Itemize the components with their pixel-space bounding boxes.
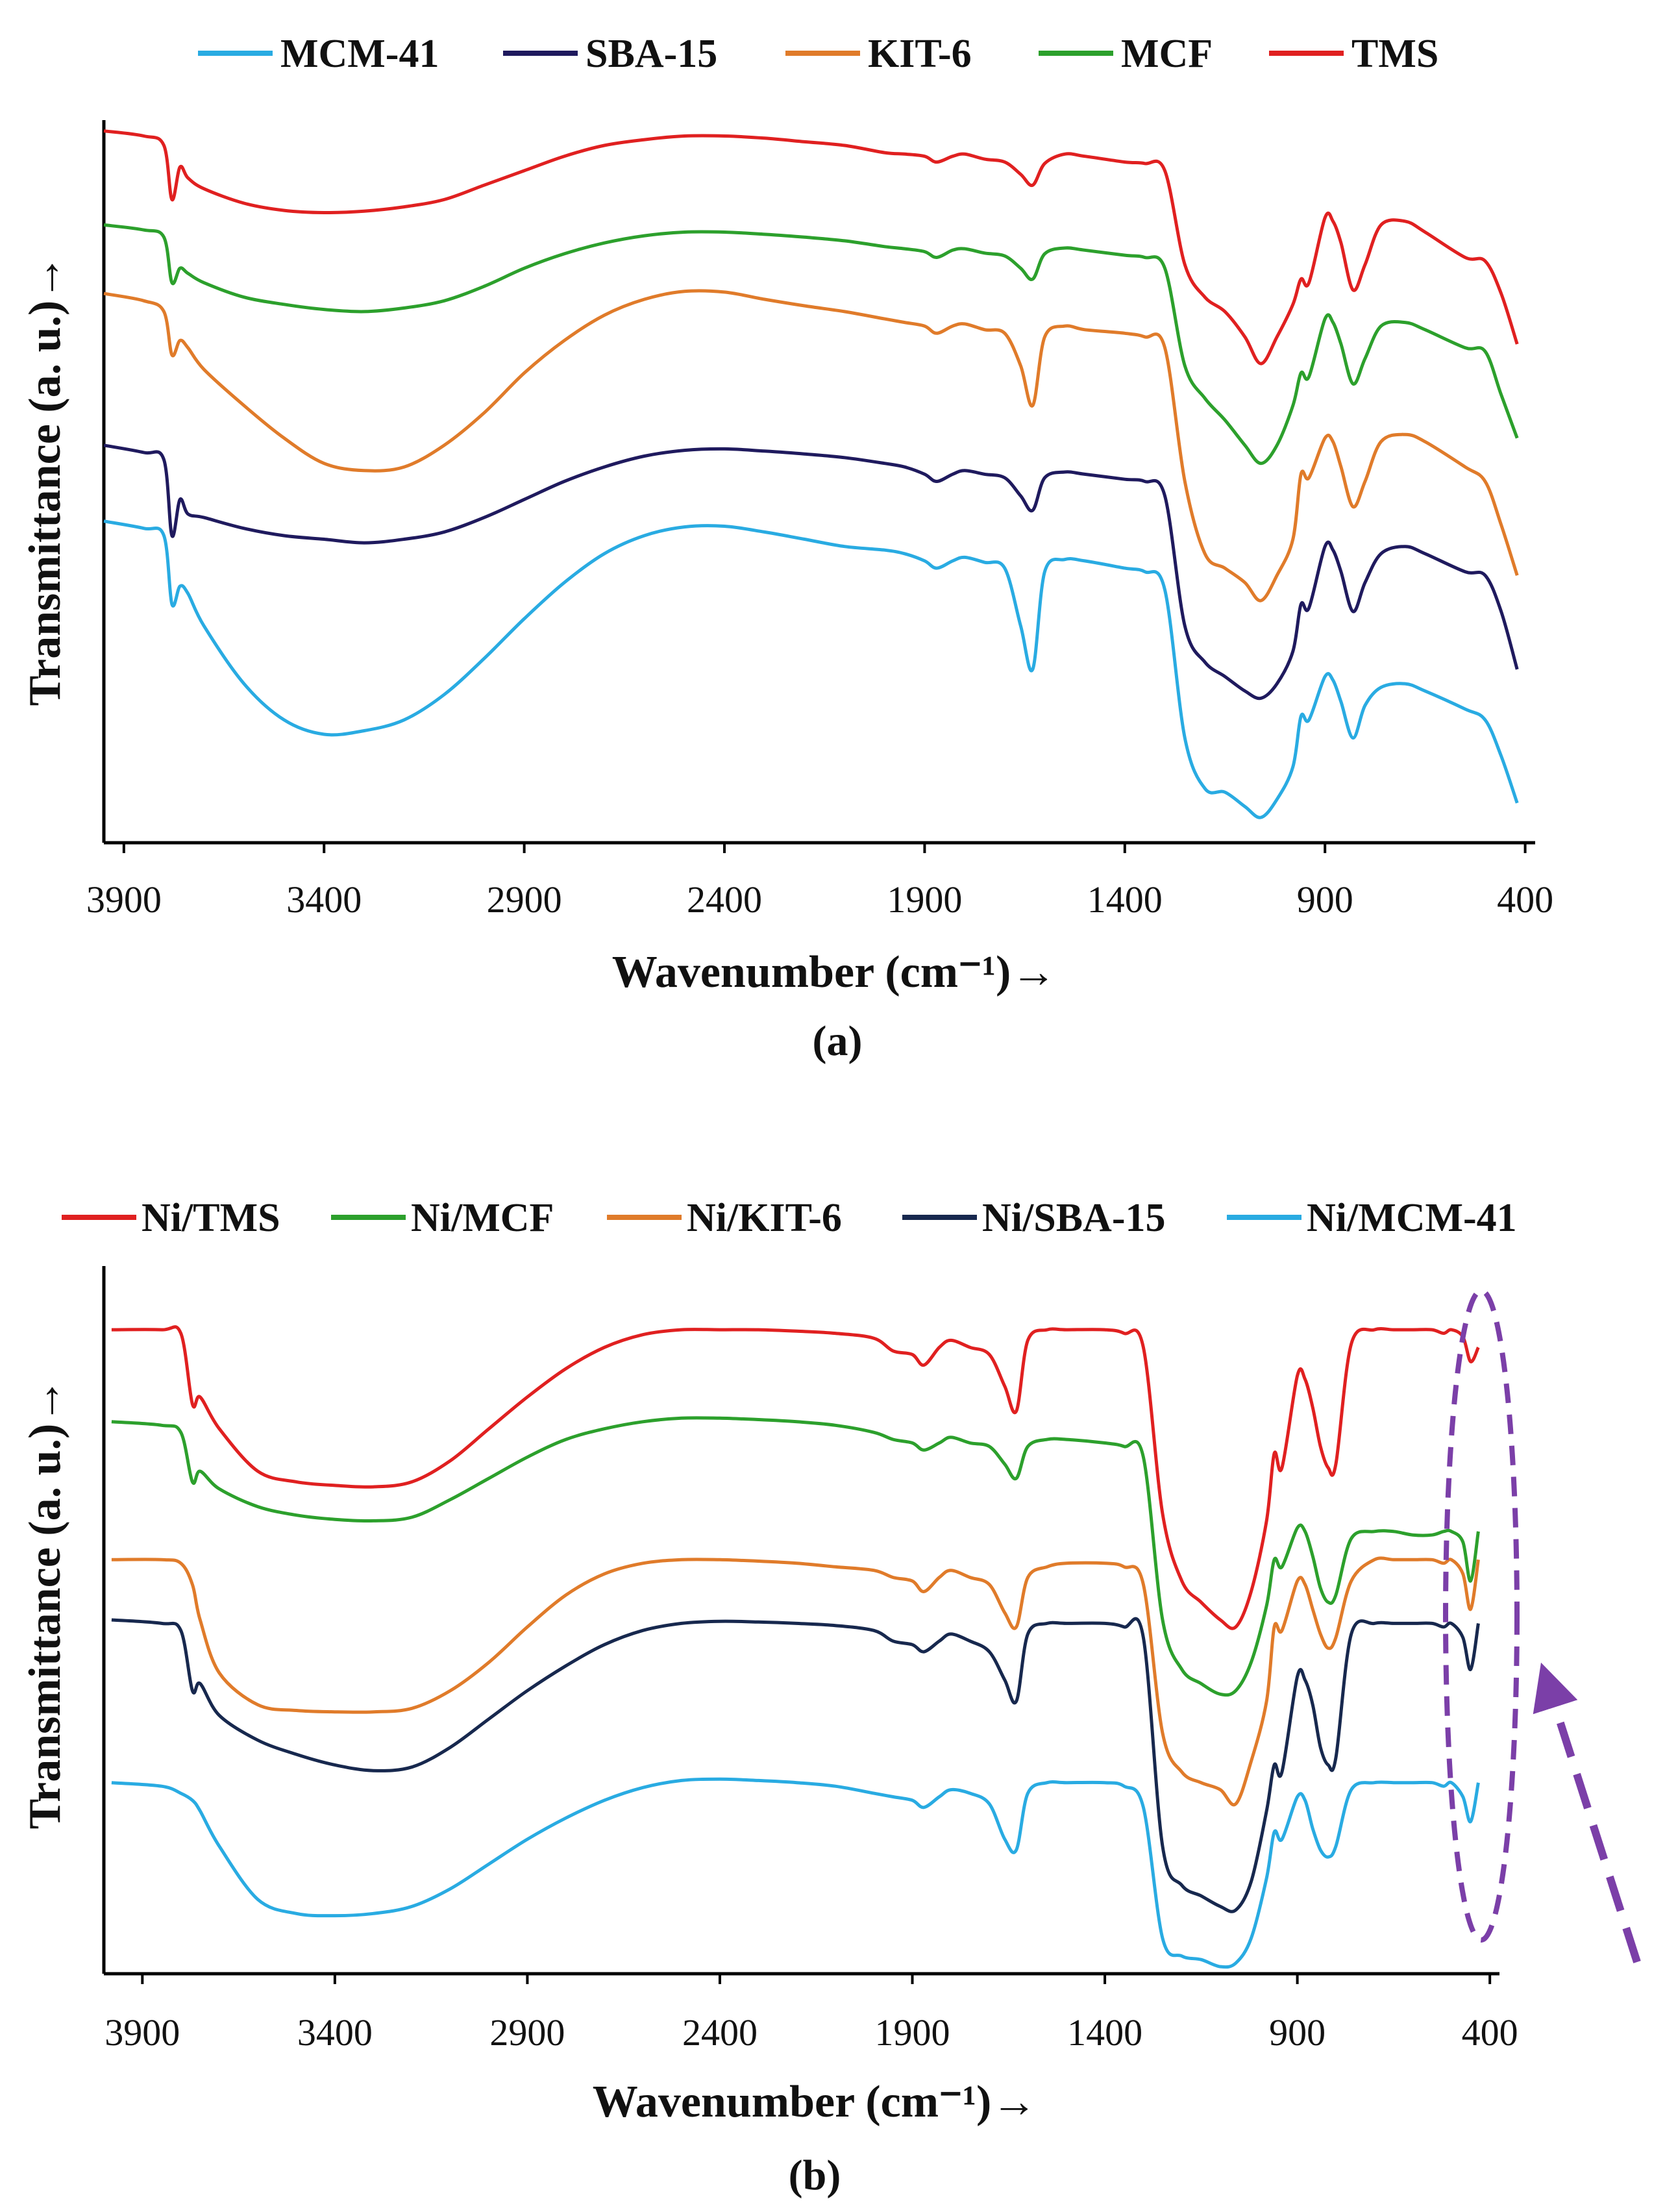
legend-item-kit-6: KIT-6 (785, 32, 972, 76)
legend-item-sba-15: SBA-15 (503, 32, 717, 76)
x-tick-label-b-2400: 2400 (682, 2011, 758, 2054)
panel-label-b: (b) (789, 2152, 841, 2199)
chart-panel-a: MCM-41 SBA-15 KIT-6 MCF TMS 3900 3400 2900… (20, 32, 1553, 1065)
x-tick-label-a-1400: 1400 (1087, 878, 1163, 921)
legend-label-kit-6: KIT-6 (868, 32, 972, 76)
series-line-ni-mcf (111, 1416, 1480, 1697)
legend-item-ni-kit-6: Ni/KIT-6 (607, 1196, 842, 1240)
series-line-ni-sba-15 (111, 1617, 1480, 1913)
panel-label-a: (a) (813, 1017, 863, 1065)
series-line-mcf (103, 223, 1519, 466)
legend-item-tms: TMS (1269, 32, 1438, 76)
series-line-tms (103, 129, 1519, 366)
legend-label-ni-mcf: Ni/MCF (411, 1196, 554, 1240)
legend-label-sba-15: SBA-15 (586, 32, 717, 76)
x-tick-label-b-3900: 3900 (105, 2011, 180, 2054)
x-tick-label-b-900: 900 (1269, 2011, 1326, 2054)
x-tick-label-a-400: 400 (1497, 878, 1553, 921)
series-line-ni-tms (111, 1325, 1480, 1630)
x-tick-label-b-1400: 1400 (1067, 2011, 1142, 2054)
x-tick-label-a-2400: 2400 (687, 878, 762, 921)
legend-label-ni-sba-15: Ni/SBA-15 (982, 1196, 1165, 1240)
chart-panel-b: Ni/TMS Ni/MCF Ni/KIT-6 Ni/SBA-15 Ni/MCM-… (20, 1196, 1641, 2199)
x-tick-label-b-3400: 3400 (297, 2011, 373, 2054)
x-axis-label-a: Wavenumber (cm⁻¹)→ (612, 947, 1057, 997)
legend-label-mcm-41: MCM-41 (280, 32, 439, 76)
legend-item-mcf: MCF (1039, 32, 1213, 76)
legend-label-ni-kit-6: Ni/KIT-6 (687, 1196, 842, 1240)
legend-item-ni-sba-15: Ni/SBA-15 (902, 1196, 1165, 1240)
x-ticks-a: 3900 3400 2900 2400 1900 1400 900 400 (86, 843, 1553, 921)
legend-label-mcf: MCF (1121, 32, 1213, 76)
x-tick-label-a-2900: 2900 (487, 878, 562, 921)
highlight-arrow (1533, 1662, 1641, 1963)
legend-a: MCM-41 SBA-15 KIT-6 MCF TMS (198, 32, 1438, 76)
x-tick-label-a-1900: 1900 (887, 878, 962, 921)
x-tick-label-a-3900: 3900 (86, 878, 162, 921)
series-line-kit-6 (103, 289, 1519, 603)
series-line-sba-15 (103, 443, 1519, 701)
legend-label-tms: TMS (1351, 32, 1438, 76)
legend-item-ni-tms: Ni/TMS (62, 1196, 280, 1240)
highlight-ellipse (1443, 1288, 1520, 1943)
series-line-ni-mcm-41 (111, 1777, 1480, 1969)
plot-area-b (111, 1325, 1480, 1969)
plot-area-a (103, 129, 1519, 819)
x-axis-label-b: Wavenumber (cm⁻¹)→ (593, 2077, 1037, 2127)
legend-item-mcm-41: MCM-41 (198, 32, 439, 76)
x-tick-label-b-400: 400 (1462, 2011, 1518, 2054)
x-tick-label-a-900: 900 (1297, 878, 1353, 921)
legend-label-ni-tms: Ni/TMS (142, 1196, 280, 1240)
legend-item-ni-mcf: Ni/MCF (331, 1196, 554, 1240)
legend-item-ni-mcm-41: Ni/MCM-41 (1227, 1196, 1517, 1240)
x-tick-label-b-2900: 2900 (489, 2011, 565, 2054)
x-tick-label-b-1900: 1900 (875, 2011, 950, 2054)
series-line-mcm-41 (103, 519, 1519, 819)
y-axis-label-a: Transmittance (a. u.)→ (20, 255, 70, 706)
x-tick-label-a-3400: 3400 (286, 878, 362, 921)
legend-label-ni-mcm-41: Ni/MCM-41 (1307, 1196, 1517, 1240)
x-ticks-b: 3900 3400 2900 2400 1900 1400 900 400 (105, 1974, 1518, 2054)
series-line-ni-kit-6 (111, 1556, 1480, 1807)
legend-b: Ni/TMS Ni/MCF Ni/KIT-6 Ni/SBA-15 Ni/MCM-… (62, 1196, 1517, 1240)
y-axis-label-b: Transmittance (a. u.)→ (20, 1378, 70, 1830)
